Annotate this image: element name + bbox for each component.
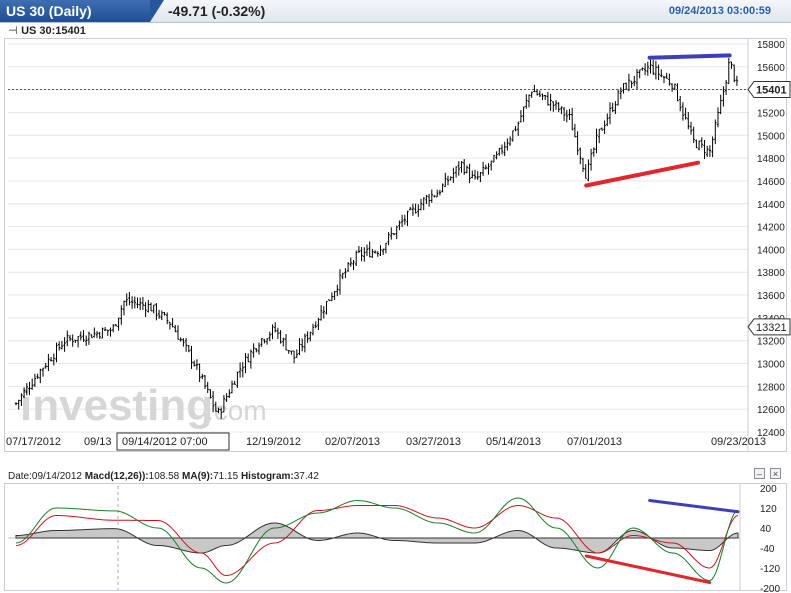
watermark-logo: investing <box>20 381 213 430</box>
y-tick-label: 12800 <box>757 382 785 393</box>
trendline[interactable] <box>584 160 700 188</box>
ma-value: 71.15 <box>213 471 239 482</box>
macd-line <box>15 497 739 584</box>
macd-y-tick-label: -200 <box>760 584 780 593</box>
symbol-line: ⊣ US 30:15401 <box>8 24 86 37</box>
price-pane <box>4 38 787 452</box>
macd-trendline[interactable] <box>584 554 712 584</box>
quote-datetime: 09/24/2013 03:00:59 <box>668 5 771 17</box>
macd-y-tick-label: 120 <box>760 504 777 515</box>
macd-y-tick-label: 200 <box>760 484 777 495</box>
last-price-tag <box>747 81 791 99</box>
y-tick-label: 14000 <box>757 245 785 256</box>
macd-value: 108.58 <box>148 471 180 482</box>
macd-histogram <box>15 522 739 554</box>
y-tick-label: 12400 <box>757 428 785 439</box>
close-icon[interactable]: × <box>770 468 781 479</box>
y-tick-label: 15800 <box>757 40 785 51</box>
y-tick-label: 13200 <box>757 337 785 348</box>
y-tick-label: 14400 <box>757 200 785 211</box>
histogram-value: 37.42 <box>293 471 319 482</box>
x-tick-label: 09/13 <box>84 436 112 448</box>
macd-y-tick-label: -120 <box>760 564 780 575</box>
macd-trendline[interactable] <box>648 499 740 514</box>
ma-label: MA(9): <box>182 471 214 482</box>
x-tick-label: 07/17/2012 <box>6 436 61 448</box>
crosshair-date-label: 09/14/2012 07:00 <box>122 436 208 448</box>
y-tick-label: 14800 <box>757 154 785 165</box>
y-tick-label: 14200 <box>757 223 785 234</box>
chart-title-tab[interactable]: US 30 (Daily) <box>0 0 164 22</box>
macd-y-tick-label: -40 <box>760 544 775 555</box>
y-tick-label: 13000 <box>757 360 785 371</box>
symbol-price-label: US 30:15401 <box>21 25 86 37</box>
crosshair-price-tag <box>747 318 791 336</box>
crosshair-date-box <box>116 432 230 451</box>
x-tick-label: 12/19/2012 <box>246 436 301 448</box>
last-price-label: 15401 <box>756 85 787 97</box>
x-tick-label: 05/14/2013 <box>486 436 541 448</box>
macd-label: Macd(12,26)): <box>84 471 149 482</box>
histogram-label: Histogram: <box>240 471 294 482</box>
x-tick-label: 03/27/2013 <box>406 436 461 448</box>
x-tick-label: 02/07/2013 <box>325 436 380 448</box>
y-tick-label: 12600 <box>757 405 785 416</box>
macd-header: Date:09/14/2012 Macd(12,26)):108.58 MA(9… <box>8 471 319 482</box>
y-tick-label: 15600 <box>757 63 785 74</box>
minimize-icon[interactable]: – <box>754 468 765 479</box>
price-change: -49.71 (-0.32%) <box>168 3 266 19</box>
y-tick-label: 14600 <box>757 177 785 188</box>
y-tick-label: 15000 <box>757 131 785 142</box>
macd-date: Date:09/14/2012 <box>8 471 82 482</box>
y-tick-label: 15200 <box>757 108 785 119</box>
y-tick-label: 13800 <box>757 268 785 279</box>
watermark-logo-suffix: .com <box>206 395 267 426</box>
signal-line <box>15 504 739 577</box>
x-tick-label: 09/23/2013 <box>711 436 766 448</box>
macd-y-tick-label: 40 <box>760 524 772 535</box>
trendline[interactable] <box>647 53 732 60</box>
title-bar: US 30 (Daily) -49.71 (-0.32%) 09/24/2013… <box>0 0 791 23</box>
crosshair-icon[interactable]: ⊣ <box>8 25 18 37</box>
crosshair-price-label: 13321 <box>756 322 787 334</box>
x-tick-label: 07/01/2013 <box>567 436 622 448</box>
y-tick-label: 13600 <box>757 291 785 302</box>
